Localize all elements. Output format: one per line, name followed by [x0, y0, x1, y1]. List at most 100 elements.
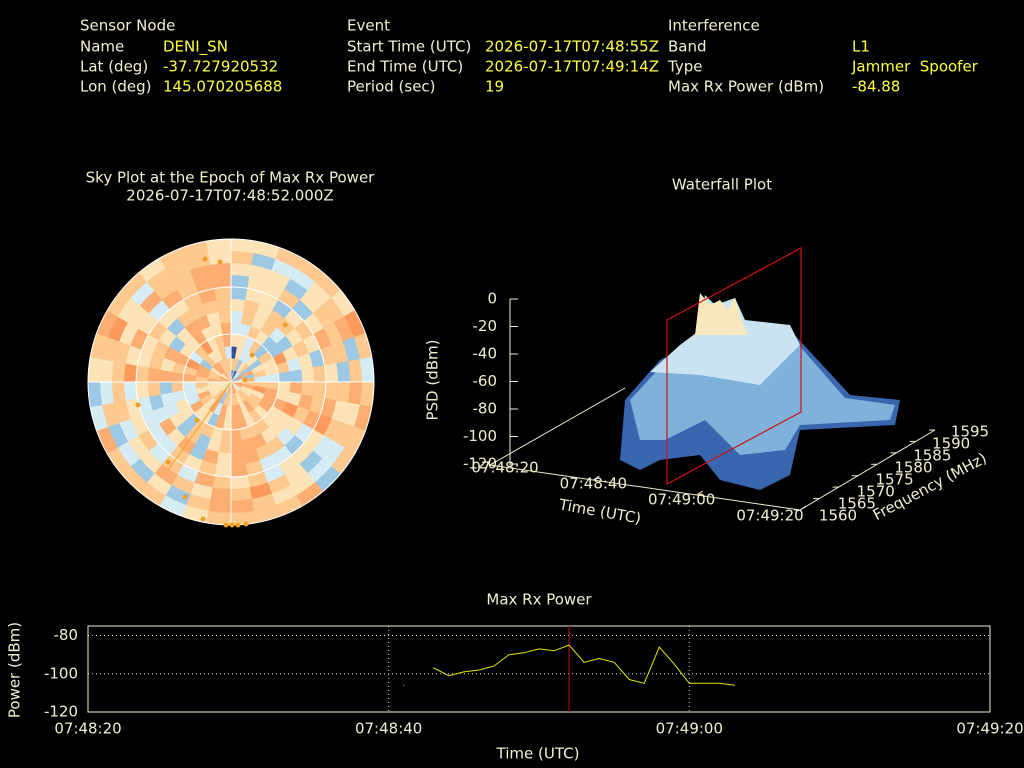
sky-plot	[87, 238, 375, 528]
field-label: Period (sec)	[347, 78, 436, 96]
sky-cell	[230, 440, 244, 454]
surface-peak	[695, 293, 748, 335]
sky-track	[167, 381, 232, 471]
time-tick	[696, 490, 703, 496]
z-tick-label: -20	[473, 317, 498, 335]
y-tick-label: -120	[44, 703, 78, 721]
sky-epoch: 2026-07-17T07:48:52.000Z	[126, 187, 333, 205]
satellite	[223, 522, 229, 528]
sky-cell	[218, 310, 232, 324]
time-tick-label: 07:48:20	[471, 459, 538, 477]
sky-cell	[230, 499, 255, 514]
sky-cell	[210, 262, 232, 277]
sky-cell	[336, 361, 351, 383]
sky-cell	[207, 499, 232, 514]
sky-cell	[147, 381, 161, 397]
satellite	[217, 259, 223, 265]
sky-cell	[111, 361, 126, 383]
sky-cell	[230, 274, 250, 289]
field-value: Jammer Spoofer	[851, 58, 979, 76]
freq-tick-label: 1580	[894, 459, 932, 477]
sky-cell	[87, 356, 103, 383]
field-label: Type	[667, 58, 702, 76]
sky-cell	[312, 381, 327, 399]
field-value: -37.727920532	[163, 58, 278, 76]
z-tick-label: -120	[463, 455, 497, 473]
field-label: End Time (UTC)	[347, 58, 463, 76]
freq-tick-label: 1595	[951, 423, 989, 441]
x-axis-label: Time (UTC)	[496, 745, 580, 763]
satellite	[135, 402, 141, 408]
back-axis	[489, 387, 626, 466]
satellite	[182, 494, 188, 500]
section-title: Event	[347, 17, 390, 35]
sky-cell	[230, 286, 248, 301]
sky-cell	[216, 298, 232, 312]
x-tick-label: 07:48:40	[355, 720, 422, 738]
sky-cell	[324, 381, 339, 401]
sky-cell	[147, 367, 161, 383]
chart-title: Max Rx Power	[486, 591, 592, 609]
sky-cell	[301, 381, 315, 397]
field-value: DENI_SN	[163, 38, 228, 57]
epoch-plane	[666, 246, 802, 486]
x-tick-label: 07:49:20	[956, 720, 1023, 738]
sky-cell	[289, 369, 303, 383]
field-value: 145.070205688	[163, 78, 282, 96]
waterfall-title: Waterfall Plot	[672, 176, 772, 194]
freq-tick-label: 1565	[838, 495, 876, 513]
sky-cell	[111, 381, 126, 403]
satellite	[165, 459, 171, 465]
freq-tick-label: 1560	[819, 507, 857, 525]
sky-cell	[230, 463, 248, 478]
sky-cell	[99, 381, 114, 406]
freq-tick-label: 1570	[857, 483, 895, 501]
sky-cell	[212, 475, 232, 490]
sky-cell	[171, 381, 185, 393]
sky-title: Sky Plot at the Epoch of Max Rx Power	[86, 169, 376, 187]
z-tick-label: -80	[473, 400, 498, 418]
freq-tick-label: 1590	[932, 435, 970, 453]
time-tick	[593, 475, 600, 481]
sky-cell	[214, 286, 232, 301]
satellite	[202, 256, 208, 262]
satellite	[194, 417, 200, 423]
sky-cell	[205, 238, 232, 254]
sky-cell	[230, 487, 252, 502]
satellite	[242, 377, 248, 383]
sky-cell	[230, 250, 255, 265]
z-axis-label: PSD (dBm)	[424, 339, 442, 420]
sky-cell	[359, 381, 375, 408]
satellite	[243, 521, 249, 527]
field-value: L1	[852, 38, 870, 56]
freq-axis	[799, 429, 936, 511]
sky-cell	[214, 463, 232, 478]
sky-cell	[87, 381, 103, 408]
sky-cell	[324, 363, 339, 383]
field-label: Band	[668, 38, 707, 56]
field-label: Start Time (UTC)	[347, 38, 471, 56]
y-tick-label: -80	[54, 626, 79, 644]
field-label: Name	[80, 38, 124, 56]
sky-cell	[216, 452, 232, 466]
satellite	[235, 522, 241, 528]
surface-top	[650, 295, 800, 385]
sky-cell	[348, 381, 363, 406]
sky-cell	[135, 365, 150, 383]
sky-cell	[210, 487, 232, 502]
time-tick-label: 07:48:40	[560, 475, 627, 493]
satellite	[229, 522, 235, 528]
sky-cell	[123, 381, 138, 401]
field-value: -84.88	[852, 78, 900, 96]
y-axis-label: Power (dBm)	[6, 622, 24, 718]
sky-cell	[336, 381, 351, 403]
section-title: Interference	[668, 17, 760, 35]
sky-cell	[348, 358, 363, 383]
y-tick-label: -100	[44, 664, 78, 682]
power-line	[403, 644, 735, 686]
time-tick	[489, 460, 497, 466]
field-label: Max Rx Power (dBm)	[668, 78, 824, 96]
sky-cell	[230, 475, 250, 490]
sky-cell	[135, 381, 150, 399]
